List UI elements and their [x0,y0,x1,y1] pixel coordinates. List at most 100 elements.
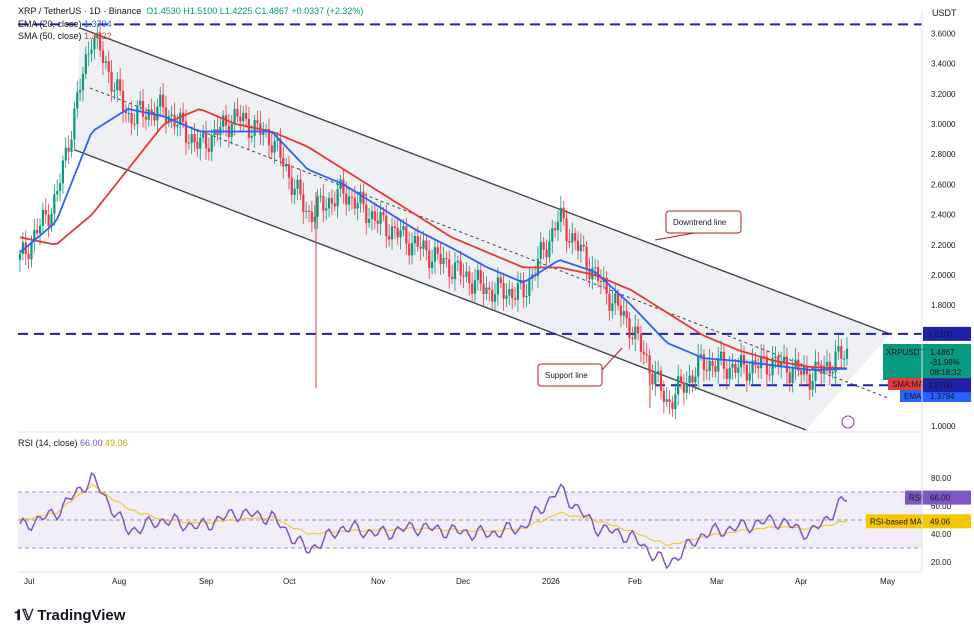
candle-body [187,142,190,144]
sma-50-line [19,108,848,370]
ema-20-line [19,107,848,371]
downtrend-callout-box [665,210,742,234]
candle-body [153,113,156,121]
candle-body [27,253,30,260]
candle-body [322,195,325,211]
candle-body [239,116,242,122]
candle-body [565,218,568,242]
candle-body [711,360,714,366]
candle-body [436,247,439,254]
candle-body [144,116,148,120]
candle-body [834,351,837,373]
candle-body [382,212,385,216]
candle-body [405,226,408,244]
candle-body [359,191,362,203]
candle-body [845,348,849,359]
candle-body [631,337,634,339]
candle-body [44,209,47,215]
candle-body [107,61,110,72]
candle-body [639,333,643,352]
candle-body [642,351,645,355]
candle-body [379,212,382,224]
candle-body [396,228,399,238]
candle-body [21,242,24,254]
downtrend-callout-label: Downtrend line [673,218,727,227]
tradingview-logo[interactable]: 𝟏𝕍 TradingView [14,606,125,624]
candle-body [170,114,173,117]
ema-legend[interactable]: EMA (20, close) 1.3794 [18,19,112,29]
last-price-change: -31.98% [930,358,960,367]
candle-body [628,318,631,338]
candle-body [574,233,577,241]
candle-body [184,121,188,143]
candle-body [64,147,67,161]
candle-body [737,367,740,373]
candle-body [491,289,494,302]
candle-body [714,365,717,372]
candle-body [99,33,102,51]
candle-body [133,123,136,125]
candle-body [156,106,159,121]
candle-body [267,129,271,146]
candle-body [330,198,334,204]
candle-body [262,131,265,136]
candle-body [130,113,133,124]
candle-body [313,216,316,222]
candle-body [594,267,597,269]
candle-body [502,283,505,299]
rsi-value-tag-label: RSI [909,494,922,503]
candle-body [193,134,196,142]
symbol-header: XRP / TetherUS · 1D · Binance O1.4530 H1… [18,6,363,16]
candle-body [290,177,293,195]
candle-body [121,90,125,111]
candle-body [654,372,657,385]
candle-body [256,120,259,124]
candle-body [233,108,236,124]
candle-body [665,399,668,402]
candle-body [347,196,351,205]
ema-legend-label: EMA (20, close) [18,19,82,29]
candle-body [782,356,786,362]
sma-tag-label: SMA:MA [892,380,924,389]
candle-body [453,262,457,280]
candle-body [350,196,354,198]
candle-body [390,226,394,240]
tradingview-logo-icon: 𝟏𝕍 [14,607,34,624]
rsi-tick-label-1: 40.00 [931,530,952,539]
support-callout-pointer [601,347,623,371]
candle-body [202,132,205,138]
candle-body [53,194,56,214]
candle-body [505,295,508,299]
rsi-value-tag-value: 66.00 [930,494,951,503]
candle-body [616,293,620,306]
candle-body [38,225,42,234]
downtrend-line [79,27,891,335]
candle-body [719,351,723,359]
lightning-icon [841,415,855,429]
candle-body [116,79,119,91]
candle-body [119,79,122,91]
candle-body [113,90,116,92]
candle-body [319,195,322,197]
x-tick-label-8: Mar [710,577,724,586]
candle-body [651,373,654,385]
candle-body [697,356,700,377]
x-tick-label-2: Sep [199,577,214,586]
rsi-legend[interactable]: RSI (14, close) 66.00 49.06 [18,438,128,448]
last-price-tag [883,344,971,380]
candle-body [56,190,59,195]
candle-body [87,53,90,55]
ema-tag [900,390,971,402]
sma-legend[interactable]: SMA (50, close) 1.3822 [18,31,112,41]
price-tick-label-6: 2.2000 [931,241,956,250]
candle-body [468,271,471,284]
x-tick-label-5: Dec [456,577,470,586]
sma-legend-value: 1.3822 [84,31,112,41]
candle-body [247,118,251,138]
candle-body [236,108,239,117]
candle-body [356,202,359,209]
candle-body [614,293,617,304]
candle-body [73,108,76,140]
tradingview-brand: TradingView [37,607,126,624]
